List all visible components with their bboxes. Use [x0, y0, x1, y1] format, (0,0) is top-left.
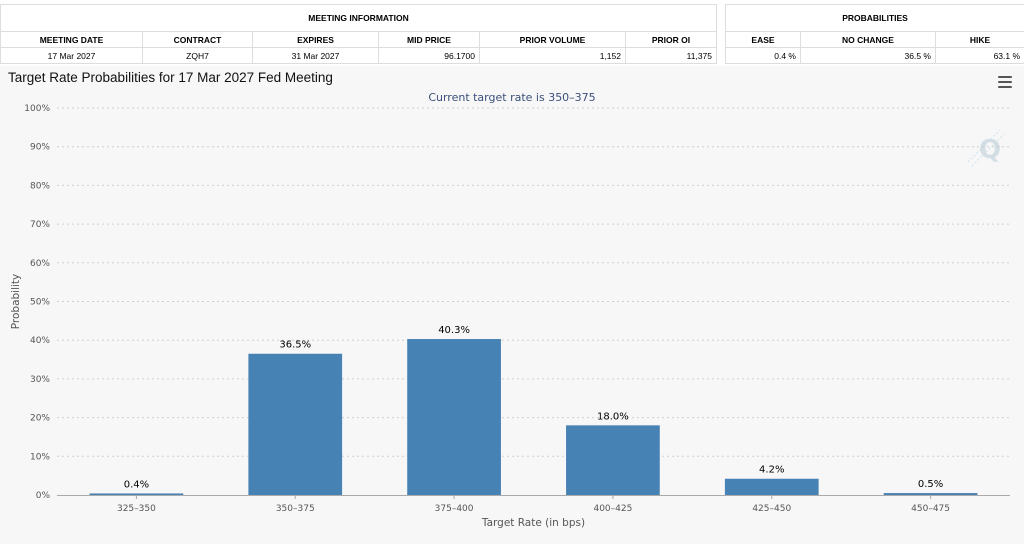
x-tick-label: 425–450: [752, 504, 791, 514]
no-change-value: 36.5 %: [800, 47, 936, 64]
y-tick-label: 100%: [24, 104, 50, 114]
y-axis-title: Probability: [10, 274, 22, 330]
col-meeting-date: MEETING DATE: [0, 31, 143, 48]
col-contract: CONTRACT: [142, 31, 253, 48]
expires-value: 31 Mar 2027: [252, 47, 379, 64]
bars: 0.4% 36.5% 40.3% 18.0% 4.2% 0.5%: [89, 325, 978, 495]
x-axis-ticks: 325–350 350–375 375–400 400–425 425–450 450–4…: [117, 495, 950, 514]
y-tick-label: 90%: [30, 143, 50, 153]
y-tick-label: 50%: [30, 298, 50, 308]
prior-volume-value: 1,152: [479, 47, 626, 64]
x-tick-label: 375–400: [435, 504, 474, 514]
col-hike: HIKE: [934, 31, 1024, 48]
data-label: 0.5%: [918, 479, 943, 490]
svg-text:Q: Q: [979, 135, 1001, 165]
prior-oi-value: 11,375: [624, 47, 718, 64]
data-label: 36.5%: [279, 340, 311, 351]
data-label: 18.0%: [597, 411, 629, 422]
chart-title: Target Rate Probabilities for 17 Mar 202…: [8, 70, 333, 85]
col-prior-oi: PRIOR OI: [624, 31, 718, 48]
y-axis-ticks: 0% 10% 20% 30% 40% 50% 60% 70% 80% 90% 100%: [24, 104, 50, 501]
meeting-information-table: MEETING INFORMATION MEETING DATE CONTRAC…: [0, 4, 718, 64]
meeting-date-value: 17 Mar 2027: [0, 47, 143, 64]
x-tick-label: 325–350: [117, 504, 156, 514]
y-tick-label: 70%: [30, 220, 50, 230]
x-tick-label: 400–425: [593, 504, 632, 514]
y-tick-label: 20%: [30, 414, 50, 424]
gridlines: [57, 107, 1010, 457]
y-tick-label: 80%: [30, 181, 50, 191]
y-tick-label: 0%: [36, 491, 51, 501]
col-prior-volume: PRIOR VOLUME: [479, 31, 626, 48]
meeting-information-header: MEETING INFORMATION: [0, 4, 718, 32]
y-tick-label: 30%: [30, 375, 50, 385]
bar[interactable]: [248, 353, 343, 495]
x-tick-label: 350–375: [276, 504, 315, 514]
bar[interactable]: [89, 493, 184, 495]
x-tick-label: 450–475: [911, 504, 950, 514]
chart-subtitle: Current target rate is 350–375: [428, 91, 596, 104]
data-label: 4.2%: [759, 465, 784, 476]
probabilities-header: PROBABILITIES: [724, 4, 1024, 32]
x-axis-title: Target Rate (in bps): [481, 517, 585, 529]
data-label: 40.3%: [438, 325, 470, 336]
bar[interactable]: [407, 339, 501, 495]
col-ease: EASE: [725, 31, 801, 48]
ease-value: 0.4 %: [725, 47, 801, 64]
col-no-change: NO CHANGE: [800, 31, 936, 48]
probabilities-table: PROBABILITIES EASE NO CHANGE HIKE 0.4 % …: [724, 4, 1024, 64]
hamburger-menu-icon[interactable]: [998, 76, 1012, 88]
chart-panel: 0% 10% 20% 30% 40% 50% 60% 70% 80% 90% 100% 0.4% 36…: [0, 66, 1024, 544]
bar[interactable]: [566, 425, 660, 495]
bar[interactable]: [883, 493, 978, 495]
y-tick-label: 60%: [30, 259, 50, 269]
y-tick-label: 40%: [30, 336, 50, 346]
mid-price-value: 96.1700: [378, 47, 480, 64]
data-label: 0.4%: [124, 479, 149, 490]
col-mid-price: MID PRICE: [378, 31, 480, 48]
q-logo-icon: Q: [967, 129, 1005, 167]
hike-value: 63.1 %: [934, 47, 1024, 64]
bar-chart: 0% 10% 20% 30% 40% 50% 60% 70% 80% 90% 100% 0.4% 36…: [10, 104, 1010, 529]
contract-value: ZQH7: [142, 47, 253, 64]
col-expires: EXPIRES: [252, 31, 379, 48]
bar[interactable]: [724, 478, 819, 495]
y-tick-label: 10%: [30, 452, 50, 462]
